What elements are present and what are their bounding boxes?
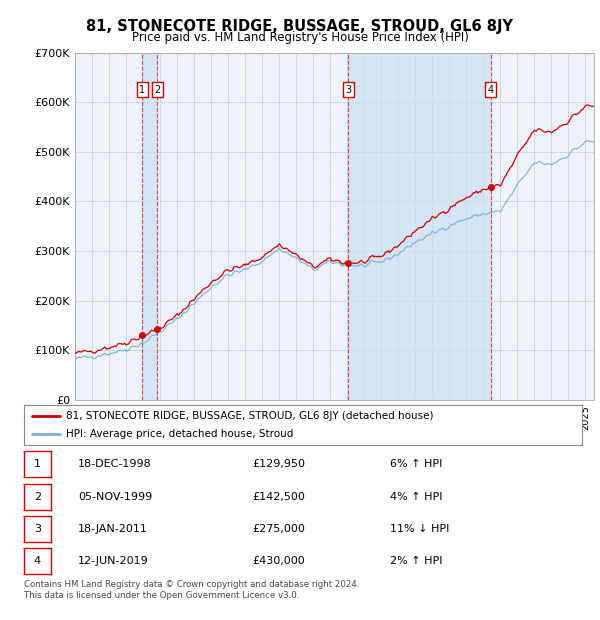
Text: 3: 3 [345,85,351,95]
Text: HPI: Average price, detached house, Stroud: HPI: Average price, detached house, Stro… [66,429,293,439]
Text: £430,000: £430,000 [252,556,305,566]
Text: Price paid vs. HM Land Registry's House Price Index (HPI): Price paid vs. HM Land Registry's House … [131,31,469,44]
Text: £129,950: £129,950 [252,459,305,469]
Text: 4: 4 [488,85,494,95]
Text: 4% ↑ HPI: 4% ↑ HPI [390,492,443,502]
Text: 6% ↑ HPI: 6% ↑ HPI [390,459,442,469]
Text: 05-NOV-1999: 05-NOV-1999 [78,492,152,502]
Text: 1: 1 [34,459,41,469]
Text: 18-DEC-1998: 18-DEC-1998 [78,459,152,469]
Bar [348,53,491,400]
Text: £275,000: £275,000 [252,524,305,534]
Text: 2: 2 [34,492,41,502]
Text: 4: 4 [34,556,41,566]
Text: 81, STONECOTE RIDGE, BUSSAGE, STROUD, GL6 8JY (detached house): 81, STONECOTE RIDGE, BUSSAGE, STROUD, GL… [66,411,433,421]
Text: 2% ↑ HPI: 2% ↑ HPI [390,556,443,566]
Text: 81, STONECOTE RIDGE, BUSSAGE, STROUD, GL6 8JY: 81, STONECOTE RIDGE, BUSSAGE, STROUD, GL… [86,19,514,33]
Text: 18-JAN-2011: 18-JAN-2011 [78,524,148,534]
Bar [142,53,157,400]
Text: 1: 1 [139,85,145,95]
Text: 11% ↓ HPI: 11% ↓ HPI [390,524,449,534]
Text: 2: 2 [154,85,160,95]
Text: 3: 3 [34,524,41,534]
Text: Contains HM Land Registry data © Crown copyright and database right 2024.
This d: Contains HM Land Registry data © Crown c… [24,580,359,600]
Text: £142,500: £142,500 [252,492,305,502]
Text: 12-JUN-2019: 12-JUN-2019 [78,556,149,566]
